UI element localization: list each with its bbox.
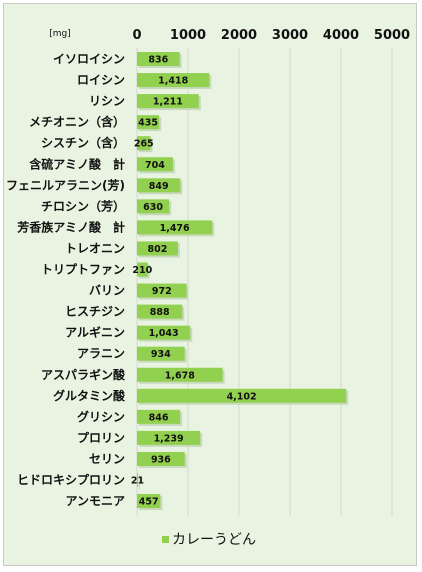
category-label: アルギニン (65, 325, 125, 340)
data-label: 888 (150, 307, 170, 318)
bar-shadow (139, 475, 141, 489)
category-label: チロシン（芳） (41, 198, 125, 213)
legend-swatch (162, 536, 169, 543)
data-label: 936 (151, 454, 171, 465)
data-label: 972 (152, 286, 172, 297)
data-label: 1,678 (165, 370, 195, 381)
data-label: 1,418 (158, 76, 188, 87)
category-label: バリン (89, 284, 125, 298)
chart-area (3, 3, 417, 566)
bar (137, 283, 187, 298)
category-label: アスパラギン酸 (41, 367, 126, 382)
data-label: 802 (148, 244, 168, 255)
category-label: 芳香族アミノ酸 計 (17, 219, 125, 234)
category-label: アラニン (77, 347, 125, 361)
data-label: 435 (138, 118, 158, 129)
x-tick-label: 5000 (374, 28, 410, 43)
bar (137, 325, 191, 340)
bar (137, 115, 160, 130)
data-label: 934 (151, 349, 171, 360)
bar (137, 494, 161, 509)
bar (137, 94, 199, 109)
category-label: リシン (89, 94, 125, 108)
bar (137, 157, 173, 172)
data-label: 1,476 (160, 223, 190, 234)
data-label: 704 (145, 160, 165, 171)
category-label: メチオニン（含） (29, 114, 125, 129)
category-label: グリシン (77, 409, 125, 424)
category-label: ヒスチジン (65, 305, 125, 319)
bar (137, 451, 185, 466)
bar (137, 473, 139, 487)
legend-label: カレーうどん (172, 532, 256, 548)
x-tick-label: 4000 (323, 28, 359, 43)
data-label: 630 (143, 202, 163, 213)
category-label: プロリン (77, 430, 125, 445)
x-tick-label: 1000 (170, 28, 206, 43)
bar (137, 73, 210, 88)
bar (137, 409, 181, 424)
bar (137, 262, 148, 277)
bar (137, 199, 170, 214)
data-label: 846 (149, 412, 169, 423)
category-label: 含硫アミノ酸 計 (29, 156, 125, 171)
category-label: セリン (89, 452, 125, 466)
bar (137, 304, 183, 319)
category-label: アンモニア (65, 494, 125, 508)
category-label: グルタミン酸 (53, 388, 126, 403)
category-label: イソロイシン (53, 52, 125, 66)
data-label: 1,239 (154, 433, 184, 444)
category-label: シスチン（含） (41, 135, 125, 150)
legend: カレーうどん (162, 532, 256, 548)
bar (137, 136, 151, 151)
data-label: 210 (132, 265, 152, 276)
category-label: ロイシン (77, 73, 125, 87)
data-label: 457 (139, 497, 159, 508)
bar (137, 241, 178, 256)
x-tick-label: 3000 (272, 28, 308, 43)
data-label: 1,043 (149, 328, 179, 339)
bar (137, 388, 347, 403)
unit-label: [mg] (49, 29, 71, 39)
category-label: ヒドロキシプロリン (17, 472, 125, 487)
bar (137, 220, 213, 235)
bar (137, 430, 201, 445)
x-tick-label: 2000 (221, 28, 257, 43)
x-tick-label: 0 (132, 28, 141, 43)
bar (137, 367, 223, 382)
data-label: 836 (148, 55, 168, 66)
category-label: トリプトファン (41, 262, 125, 277)
category-label: フェニルアラニン(芳) (6, 177, 125, 192)
data-label: 1,211 (153, 97, 183, 108)
data-label: 4,102 (227, 391, 257, 402)
category-label: トレオニン (65, 241, 125, 255)
data-label: 849 (149, 181, 169, 192)
bar (137, 346, 185, 361)
bar (137, 178, 181, 193)
data-label: 21 (131, 476, 144, 487)
data-label: 265 (134, 139, 154, 150)
bar (137, 52, 180, 66)
